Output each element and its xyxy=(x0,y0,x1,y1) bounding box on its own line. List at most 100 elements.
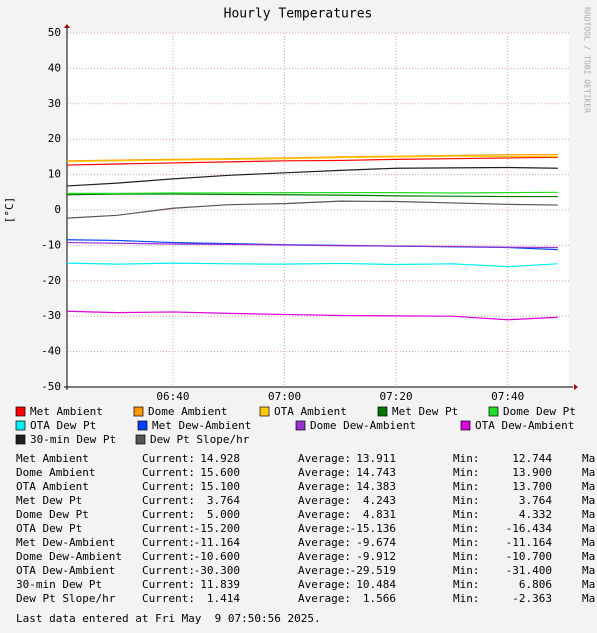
stat-label: Average: xyxy=(298,550,351,563)
legend-label: Met Ambient xyxy=(30,405,103,418)
legend-swatch xyxy=(15,406,26,417)
legend-swatch xyxy=(133,406,144,417)
stat-label: Ma xyxy=(582,592,595,605)
legend-label: Met Dew-Ambient xyxy=(152,419,251,432)
stat-name: OTA Ambient xyxy=(16,480,89,493)
legend-label: OTA Dew-Ambient xyxy=(475,419,574,432)
stat-label: Current: xyxy=(142,564,195,577)
stat-label: Average: xyxy=(298,578,351,591)
stat-label: Min: xyxy=(453,522,480,535)
legend-swatch xyxy=(15,434,26,445)
stat-label: Average: xyxy=(298,522,351,535)
stat-value: 15.100 xyxy=(200,480,240,493)
stat-label: Min: xyxy=(453,480,480,493)
stat-label: Min: xyxy=(453,592,480,605)
stat-name: Dome Ambient xyxy=(16,466,95,479)
stat-value: -29.519 xyxy=(350,564,396,577)
series-line xyxy=(66,154,558,162)
stat-label: Current: xyxy=(142,494,195,507)
axis-arrow xyxy=(64,24,70,28)
stat-label: Average: xyxy=(298,494,351,507)
legend-swatch xyxy=(259,406,270,417)
chart-title: Hourly Temperatures xyxy=(224,7,373,22)
stat-name: OTA Dew Pt xyxy=(16,522,82,535)
legend-label: Dome Ambient xyxy=(148,405,227,418)
legend-label: Met Dew Pt xyxy=(392,405,458,418)
series-line xyxy=(66,193,558,198)
stat-label: Average: xyxy=(298,480,351,493)
stat-label: Ma xyxy=(582,452,595,465)
stat-value: 1.566 xyxy=(363,592,396,605)
stat-value: -2.363 xyxy=(512,592,552,605)
stat-value: -10.700 xyxy=(506,550,552,563)
stat-value: 4.243 xyxy=(363,494,396,507)
legend-swatch xyxy=(135,434,146,445)
legend-label: OTA Dew Pt xyxy=(30,419,96,432)
stat-label: Min: xyxy=(453,564,480,577)
series-line xyxy=(67,191,558,194)
stat-label: Min: xyxy=(453,494,480,507)
y-tick-label: 0 xyxy=(54,203,61,216)
stat-label: Ma xyxy=(582,522,595,535)
stat-label: Ma xyxy=(582,550,595,563)
stat-value: -9.912 xyxy=(356,550,396,563)
stat-value: 1.414 xyxy=(207,592,240,605)
legend-label: Dome Dew Pt xyxy=(503,405,576,418)
y-axis-label: [°C] xyxy=(3,197,16,224)
legend-label: 30-min Dew Pt xyxy=(30,433,116,446)
stat-name: Met Ambient xyxy=(16,452,89,465)
stat-label: Current: xyxy=(142,480,195,493)
stat-value: 6.806 xyxy=(519,578,552,591)
stat-label: Ma xyxy=(582,480,595,493)
plot-area xyxy=(67,33,569,387)
stat-value: 3.764 xyxy=(519,494,552,507)
stat-label: Average: xyxy=(298,592,351,605)
legend-swatch xyxy=(137,420,148,431)
y-tick-label: 20 xyxy=(48,132,61,145)
stat-value: 14.743 xyxy=(356,466,396,479)
series-line xyxy=(66,156,558,166)
stat-label: Min: xyxy=(453,508,480,521)
stat-label: Average: xyxy=(298,564,351,577)
stat-label: Current: xyxy=(142,592,195,605)
legend-swatch xyxy=(460,420,471,431)
axis-arrow xyxy=(574,384,578,390)
series-line xyxy=(66,155,558,163)
stat-value: 13.911 xyxy=(356,452,396,465)
legend-swatch xyxy=(377,406,388,417)
x-tick-label: 07:00 xyxy=(268,390,301,403)
stat-label: Ma xyxy=(582,508,595,521)
legend-swatch xyxy=(15,420,26,431)
stat-label: Min: xyxy=(453,466,480,479)
y-tick-label: -40 xyxy=(41,345,61,358)
stat-value: -10.600 xyxy=(194,550,240,563)
stat-value: 11.839 xyxy=(200,578,240,591)
stat-value: 4.332 xyxy=(519,508,552,521)
stat-value: -9.674 xyxy=(356,536,396,549)
legend-swatch xyxy=(295,420,306,431)
stat-label: Min: xyxy=(453,536,480,549)
series-line xyxy=(66,310,558,321)
stat-value: 15.600 xyxy=(200,466,240,479)
stat-value: -31.400 xyxy=(506,564,552,577)
x-tick-label: 07:20 xyxy=(380,390,413,403)
stat-value: 13.700 xyxy=(512,480,552,493)
stat-name: OTA Dew-Ambient xyxy=(16,564,115,577)
stat-value: -16.434 xyxy=(506,522,553,535)
stat-label: Ma xyxy=(582,536,595,549)
stat-label: Ma xyxy=(582,564,595,577)
stat-label: Current: xyxy=(142,522,195,535)
x-tick-label: 06:40 xyxy=(156,390,189,403)
stat-name: Met Dew Pt xyxy=(16,494,82,507)
watermark: RRDTOOL / TOBI OETIKER xyxy=(583,7,592,113)
stat-label: Current: xyxy=(142,466,195,479)
stat-name: 30-min Dew Pt xyxy=(16,578,102,591)
y-tick-label: -30 xyxy=(41,309,61,322)
stat-name: Met Dew-Ambient xyxy=(16,536,115,549)
stat-value: 13.900 xyxy=(512,466,552,479)
legend-swatch xyxy=(488,406,499,417)
series-line xyxy=(66,241,558,249)
stat-label: Min: xyxy=(453,578,480,591)
stat-value: 14.928 xyxy=(200,452,240,465)
